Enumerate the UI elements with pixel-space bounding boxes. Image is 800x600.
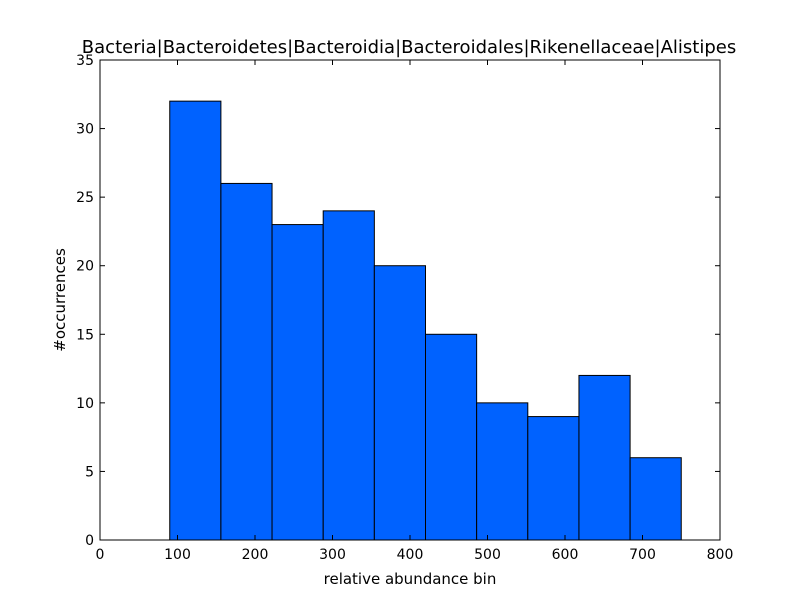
bars-group: [169, 100, 682, 541]
x-tick-label: 100: [164, 547, 191, 563]
x-axis-ticks: 0 100 200 300 400 500 600 700 800: [96, 60, 734, 563]
histogram-bar: [169, 100, 222, 541]
x-tick-label: 500: [474, 547, 501, 563]
x-tick-label: 200: [242, 547, 269, 563]
histogram-bar: [373, 265, 427, 541]
y-tick-label: 20: [76, 259, 94, 275]
histogram-bar: [476, 402, 529, 541]
x-tick-label: 400: [397, 547, 424, 563]
y-tick-label: 10: [76, 396, 94, 412]
y-tick-label: 5: [85, 464, 94, 480]
histogram-bar: [527, 416, 580, 541]
y-tick-label: 30: [76, 122, 94, 138]
histogram-bar: [271, 224, 324, 541]
histogram-bar: [425, 333, 478, 541]
x-tick-label: 800: [707, 547, 734, 563]
y-axis-label: #occurrences: [51, 248, 69, 352]
y-tick-label: 25: [76, 190, 94, 206]
x-axis-label: relative abundance bin: [324, 570, 497, 588]
histogram-bar: [220, 182, 273, 541]
x-tick-label: 600: [552, 547, 579, 563]
y-axis-ticks: 0 5 10 15 20 25 30 35: [76, 53, 720, 549]
y-tick-label: 15: [76, 327, 94, 343]
histogram-bar: [629, 457, 682, 541]
y-tick-label: 35: [76, 53, 94, 69]
histogram-bar: [322, 210, 375, 541]
x-tick-label: 300: [319, 547, 346, 563]
x-tick-label: 0: [96, 547, 105, 563]
y-tick-label: 0: [85, 533, 94, 549]
chart-title: Bacteria|Bacteroidetes|Bacteroidia|Bacte…: [82, 37, 736, 58]
histogram-bar: [578, 374, 631, 541]
x-tick-label: 700: [629, 547, 656, 563]
